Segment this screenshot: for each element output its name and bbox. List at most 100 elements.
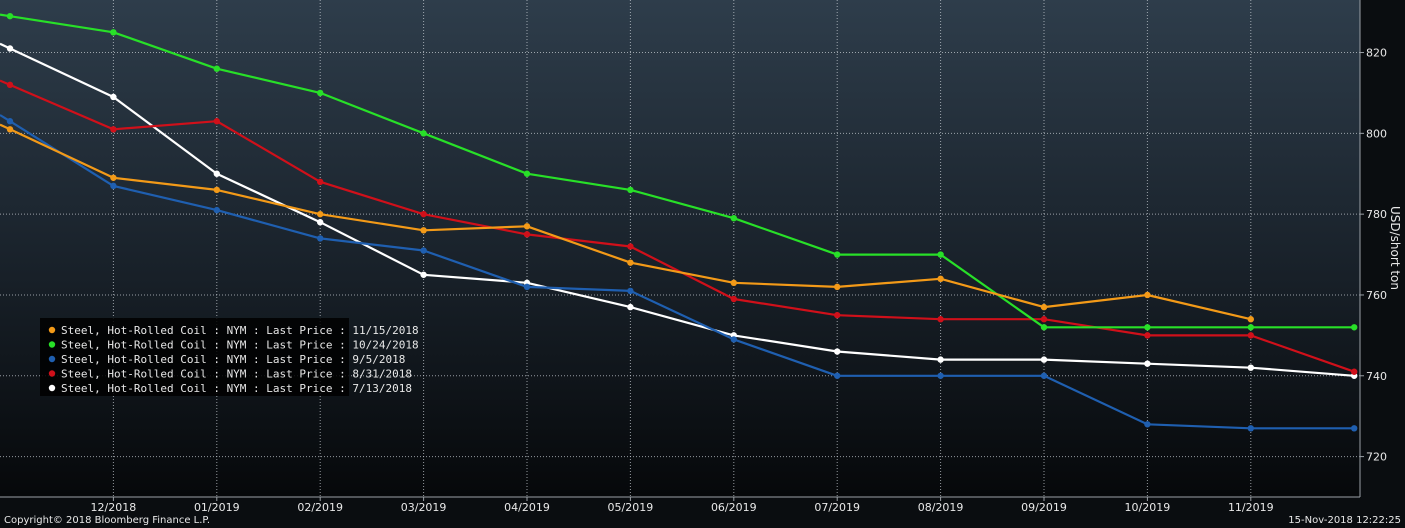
x-tick-label: 04/2019 bbox=[504, 501, 550, 514]
legend: Steel, Hot-Rolled Coil : NYM : Last Pric… bbox=[40, 318, 419, 396]
x-tick-label: 07/2019 bbox=[814, 501, 860, 514]
data-point bbox=[1144, 421, 1151, 428]
data-point bbox=[1040, 303, 1048, 311]
data-point bbox=[1351, 368, 1358, 375]
data-point bbox=[834, 348, 841, 355]
series-group bbox=[0, 79, 1358, 375]
data-point bbox=[110, 126, 117, 133]
legend-marker bbox=[48, 326, 56, 334]
copyright-text: Copyright© 2018 Bloomberg Finance L.P. bbox=[4, 515, 210, 526]
data-point bbox=[627, 303, 634, 311]
data-point bbox=[1040, 316, 1048, 323]
data-point bbox=[1144, 291, 1151, 299]
y-tick-label: 740 bbox=[1366, 370, 1387, 383]
x-tick-label: 03/2019 bbox=[401, 501, 447, 514]
data-point bbox=[730, 214, 737, 222]
data-point bbox=[1144, 360, 1151, 367]
y-ticks: 720 740 760 780 800 820 bbox=[1360, 47, 1387, 464]
data-point bbox=[1040, 372, 1048, 379]
data-point bbox=[1040, 356, 1048, 363]
y-tick-label: 800 bbox=[1366, 127, 1387, 140]
data-point bbox=[937, 251, 944, 258]
data-point bbox=[317, 89, 324, 97]
data-point bbox=[523, 223, 531, 230]
data-point bbox=[1247, 316, 1255, 323]
data-point bbox=[937, 356, 944, 363]
data-point bbox=[523, 170, 531, 177]
legend-marker bbox=[48, 355, 56, 363]
y-tick-label: 820 bbox=[1366, 47, 1387, 60]
legend-marker bbox=[48, 370, 56, 377]
x-tick-label: 08/2019 bbox=[918, 501, 964, 514]
data-point bbox=[937, 275, 944, 283]
x-tick-label: 06/2019 bbox=[711, 501, 757, 514]
series-group bbox=[0, 114, 1358, 432]
x-tick-label: 02/2019 bbox=[297, 501, 343, 514]
x-tick-label: 09/2019 bbox=[1021, 501, 1067, 514]
data-point bbox=[1247, 364, 1255, 371]
data-point bbox=[1247, 332, 1255, 339]
data-point bbox=[834, 311, 841, 319]
timestamp-text: 15-Nov-2018 12:22:25 bbox=[1288, 515, 1401, 526]
data-point bbox=[1247, 425, 1255, 432]
x-tick-label: 05/2019 bbox=[608, 501, 654, 514]
legend-label: Steel, Hot-Rolled Coil : NYM : Last Pric… bbox=[61, 339, 419, 352]
data-point bbox=[1040, 324, 1048, 331]
x-tick-label: 01/2019 bbox=[194, 501, 240, 514]
x-ticks: 12/2018 01/2019 02/2019 03/2019 04/2019 05/20… bbox=[91, 497, 1274, 514]
data-point bbox=[730, 336, 737, 343]
data-point bbox=[420, 210, 427, 218]
legend-label: Steel, Hot-Rolled Coil : NYM : Last Pric… bbox=[61, 382, 412, 395]
data-point bbox=[6, 126, 14, 133]
data-point bbox=[6, 12, 14, 20]
series bbox=[0, 12, 1358, 432]
data-point bbox=[213, 186, 220, 194]
y-tick-label: 780 bbox=[1366, 208, 1387, 221]
data-point bbox=[6, 45, 14, 52]
data-point bbox=[730, 295, 737, 303]
data-point bbox=[627, 186, 634, 194]
series-group bbox=[0, 123, 1255, 323]
data-point bbox=[317, 210, 324, 218]
data-point bbox=[213, 118, 220, 125]
data-point bbox=[420, 227, 427, 234]
legend-label: Steel, Hot-Rolled Coil : NYM : Last Pric… bbox=[61, 353, 405, 366]
x-tick-label: 11/2019 bbox=[1228, 501, 1274, 514]
data-point bbox=[627, 243, 634, 250]
axes bbox=[0, 0, 1361, 498]
legend-box bbox=[40, 318, 349, 396]
x-tick-label: 12/2018 bbox=[91, 501, 137, 514]
data-point bbox=[110, 182, 117, 190]
data-point bbox=[937, 316, 944, 323]
legend-label: Steel, Hot-Rolled Coil : NYM : Last Pric… bbox=[61, 324, 419, 337]
plot-background bbox=[0, 0, 1360, 497]
data-point bbox=[627, 287, 634, 295]
data-point bbox=[213, 170, 220, 177]
data-point bbox=[6, 81, 14, 89]
data-point bbox=[1144, 324, 1151, 331]
data-point bbox=[420, 130, 427, 137]
legend-label: Steel, Hot-Rolled Coil : NYM : Last Pric… bbox=[61, 368, 412, 381]
data-point bbox=[1247, 324, 1255, 331]
data-point bbox=[110, 174, 117, 181]
data-point bbox=[420, 271, 427, 278]
series-group bbox=[0, 12, 1358, 331]
data-point bbox=[317, 178, 324, 186]
data-point bbox=[523, 283, 531, 291]
legend-marker bbox=[48, 341, 56, 348]
data-point bbox=[6, 118, 14, 125]
data-point bbox=[834, 283, 841, 291]
data-point bbox=[523, 231, 531, 238]
data-point bbox=[1351, 425, 1358, 432]
data-point bbox=[937, 372, 944, 379]
data-point bbox=[627, 259, 634, 266]
data-point bbox=[1351, 324, 1358, 331]
data-point bbox=[213, 206, 220, 214]
legend-marker bbox=[48, 384, 56, 392]
series-line bbox=[0, 123, 1252, 321]
y-tick-label: 760 bbox=[1366, 289, 1387, 302]
data-point bbox=[420, 247, 427, 254]
grid bbox=[0, 0, 1360, 497]
